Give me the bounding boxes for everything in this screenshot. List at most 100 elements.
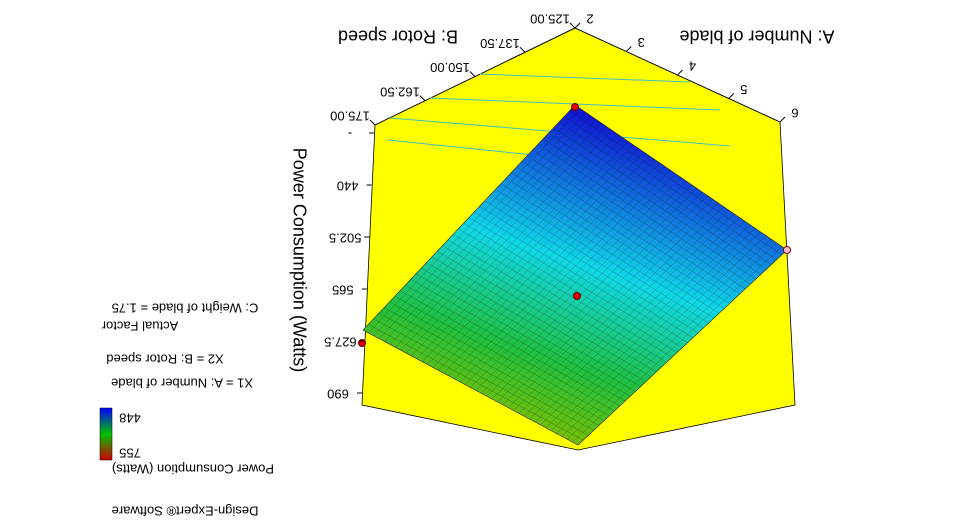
y-tick — [469, 71, 476, 77]
mesh-line — [400, 130, 613, 351]
mesh-line — [395, 126, 607, 348]
mesh-line — [447, 239, 662, 368]
note: Actual Factor — [101, 319, 178, 334]
note: X2 = B: Rotor speed — [106, 352, 223, 367]
mesh-line — [558, 121, 772, 265]
y-tick-label: 175.00 — [330, 109, 370, 124]
y-tick-label: 125.00 — [530, 12, 570, 27]
mesh-line — [368, 324, 584, 441]
mesh-line — [518, 209, 729, 414]
mesh-line — [470, 177, 682, 388]
mesh-line — [389, 122, 602, 345]
colorbar-label: 448 — [119, 411, 141, 426]
x-tick-label: 2 — [586, 12, 593, 27]
x-tick — [779, 116, 786, 123]
design-point — [571, 103, 579, 111]
note: Power Consumption (Watts) — [112, 462, 274, 477]
x-tick-label: 4 — [689, 59, 696, 74]
x-tick — [574, 22, 581, 29]
x-tick — [625, 46, 632, 52]
mesh-line — [431, 256, 647, 382]
note: C: Weight of blade = 1.75 — [112, 301, 259, 316]
mesh-line — [394, 296, 610, 416]
mesh-line — [421, 267, 636, 392]
x-tick-label: 3 — [638, 35, 645, 50]
mesh-line — [421, 144, 634, 362]
mesh-line — [567, 242, 777, 440]
mesh-line — [505, 177, 720, 314]
mesh-line — [479, 206, 694, 338]
x-tick — [728, 93, 735, 99]
design-point — [783, 246, 791, 254]
mesh-line — [553, 127, 767, 270]
mesh-line — [516, 166, 730, 304]
mesh-line — [532, 149, 746, 290]
note: Design-Expert® Software — [112, 504, 259, 519]
mesh-line — [458, 228, 673, 358]
z-tick-label: 565 — [332, 283, 354, 298]
mesh-line — [511, 172, 725, 309]
axis-title: Power Consumption (Watts) — [289, 148, 309, 372]
axis-title: A: Number of blade — [679, 26, 834, 46]
z-tick-label: 440 — [337, 179, 359, 194]
axis-title: B: Rotor speed — [338, 26, 458, 46]
response-surface — [362, 104, 788, 446]
mesh-line — [443, 159, 655, 374]
mesh-line — [454, 166, 666, 380]
y-tick — [419, 95, 426, 102]
z-tick-label: - — [348, 127, 352, 142]
mesh — [368, 108, 782, 443]
mesh-line — [415, 273, 631, 397]
y-tick-label: 150.00 — [430, 60, 470, 75]
mesh-line — [468, 217, 683, 348]
y-tick — [569, 22, 576, 29]
y-tick — [369, 119, 376, 126]
mesh-line — [474, 211, 688, 343]
mesh-line — [550, 231, 761, 431]
mesh-line — [527, 155, 741, 295]
mesh-line — [464, 173, 676, 385]
mesh-line — [513, 206, 724, 411]
mesh-line — [405, 284, 620, 407]
design-point — [573, 292, 581, 300]
mesh-line — [373, 112, 586, 336]
z-tick-label: 502.5 — [329, 231, 362, 246]
mesh-line — [442, 245, 657, 373]
mesh-line — [432, 151, 645, 368]
mesh-line — [399, 290, 615, 412]
mesh-line — [486, 188, 698, 397]
mesh-line — [556, 235, 766, 434]
x-tick-label: 5 — [740, 82, 747, 97]
mesh-line — [368, 108, 581, 334]
y-tick — [519, 46, 526, 53]
mesh-line — [529, 217, 740, 420]
mesh-line — [411, 137, 623, 357]
mesh-line — [500, 183, 714, 319]
mesh-line — [491, 191, 703, 400]
mesh-line — [459, 170, 671, 382]
mesh-line — [507, 202, 719, 408]
mesh-line — [540, 224, 751, 426]
mesh-line — [564, 116, 777, 260]
mesh-line — [384, 119, 597, 342]
x-tick-label: 6 — [791, 106, 798, 121]
mesh-line — [561, 238, 772, 437]
mesh-line — [481, 184, 692, 394]
mesh-line — [452, 234, 667, 363]
mesh-line — [384, 307, 600, 426]
mesh-line — [448, 162, 660, 377]
z-tick-label: 627.5 — [324, 335, 357, 350]
mesh-line — [378, 115, 592, 339]
mesh-line — [524, 213, 735, 417]
mesh-line — [543, 138, 756, 280]
x-tick — [677, 69, 683, 76]
mesh-line — [427, 148, 639, 365]
mesh-line — [373, 318, 589, 436]
mesh-line — [389, 301, 605, 421]
mesh-line — [475, 180, 687, 391]
mesh-line — [545, 228, 756, 428]
mesh-line — [437, 251, 652, 377]
y-tick-label: 162.50 — [380, 84, 420, 99]
y-tick-label: 137.50 — [480, 36, 520, 51]
